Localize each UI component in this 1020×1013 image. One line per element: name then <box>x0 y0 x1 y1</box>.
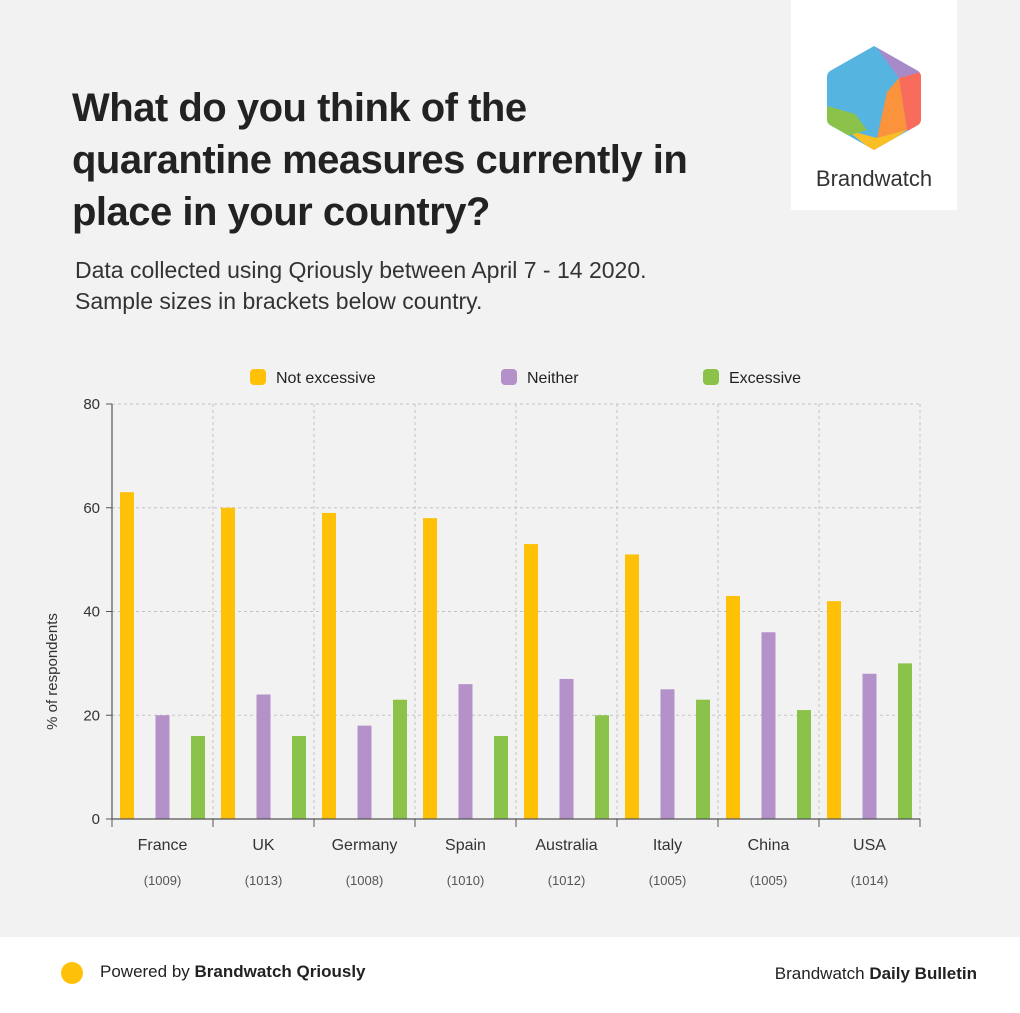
legend-swatch <box>501 369 517 385</box>
bar-excessive <box>595 715 609 819</box>
legend-swatch <box>250 369 266 385</box>
y-tick-label: 40 <box>83 604 100 621</box>
x-tick-label: Italy <box>653 837 682 854</box>
x-tick-label: France <box>138 837 188 854</box>
footer-powered-by: Powered by Brandwatch Qriously <box>100 962 366 982</box>
y-tick-label: 80 <box>83 396 100 413</box>
bar-not-excessive <box>423 518 437 819</box>
subtitle-line-1: Data collected using Qriously between Ap… <box>75 257 647 283</box>
footer-left-brand: Brandwatch Qriously <box>194 962 366 981</box>
bar-excessive <box>797 710 811 819</box>
bar-chart: 0 20 40 60 80 France (1009) UK (1013) Germany (100… <box>44 369 921 888</box>
bar-neither <box>761 632 776 819</box>
footer-left-prefix: Powered by <box>100 962 190 981</box>
bar-not-excessive <box>120 492 134 819</box>
sample-size-label: (1005) <box>649 873 687 888</box>
footer-right-brand: Daily Bulletin <box>869 964 977 983</box>
sample-size-label: (1005) <box>750 873 788 888</box>
sample-size-label: (1012) <box>548 873 586 888</box>
hexagon-logo-icon <box>827 46 921 150</box>
legend-entry: Excessive <box>729 370 801 387</box>
subtitle-line-2: Sample sizes in brackets below country. <box>75 288 483 314</box>
legend-entry: Neither <box>527 370 579 387</box>
bar-neither <box>458 684 473 819</box>
bar-excessive <box>292 736 306 819</box>
bar-not-excessive <box>726 595 740 819</box>
sample-size-label: (1014) <box>851 873 889 888</box>
bar-not-excessive <box>322 512 336 819</box>
x-tick-label: USA <box>853 837 886 854</box>
bar-neither <box>660 689 675 819</box>
bar-not-excessive <box>827 601 841 819</box>
bar-excessive <box>898 663 912 819</box>
bar-neither <box>256 694 271 819</box>
y-tick-label: 20 <box>83 707 100 724</box>
bar-neither <box>155 715 170 819</box>
footer: Powered by Brandwatch Qriously Brandwatc… <box>0 937 1020 1013</box>
footer-right-prefix: Brandwatch <box>774 964 865 983</box>
sample-size-label: (1009) <box>144 873 182 888</box>
x-tick-label: UK <box>252 837 275 854</box>
logo-text: Brandwatch <box>815 166 933 191</box>
x-tick-label: Australia <box>535 837 597 854</box>
y-tick-label: 60 <box>83 500 100 517</box>
bar-neither <box>357 725 372 819</box>
bar-excessive <box>191 736 205 819</box>
bar-not-excessive <box>221 507 235 819</box>
x-tick-label: Germany <box>332 837 398 854</box>
y-tick-label: 0 <box>92 811 100 828</box>
brand-logo: Brandwatch <box>791 0 957 210</box>
page-subtitle: Data collected using Qriously between Ap… <box>75 255 795 317</box>
sample-size-label: (1013) <box>245 873 283 888</box>
bar-not-excessive <box>625 554 639 819</box>
bar-excessive <box>494 736 508 819</box>
bar-excessive <box>696 699 710 819</box>
bar-not-excessive <box>524 544 538 819</box>
legend-entry: Not excessive <box>276 370 376 387</box>
sample-size-label: (1010) <box>447 873 485 888</box>
sample-size-label: (1008) <box>346 873 384 888</box>
y-axis-label: % of respondents <box>44 613 61 730</box>
bar-excessive <box>393 699 407 819</box>
x-tick-label: China <box>748 837 790 854</box>
bar-neither <box>862 673 877 819</box>
footer-dot-icon <box>61 962 83 984</box>
bar-neither <box>559 678 574 819</box>
footer-bulletin: Brandwatch Daily Bulletin <box>775 964 977 984</box>
legend-swatch <box>703 369 719 385</box>
page-title: What do you think of the quarantine meas… <box>72 86 688 234</box>
x-tick-label: Spain <box>445 837 486 854</box>
